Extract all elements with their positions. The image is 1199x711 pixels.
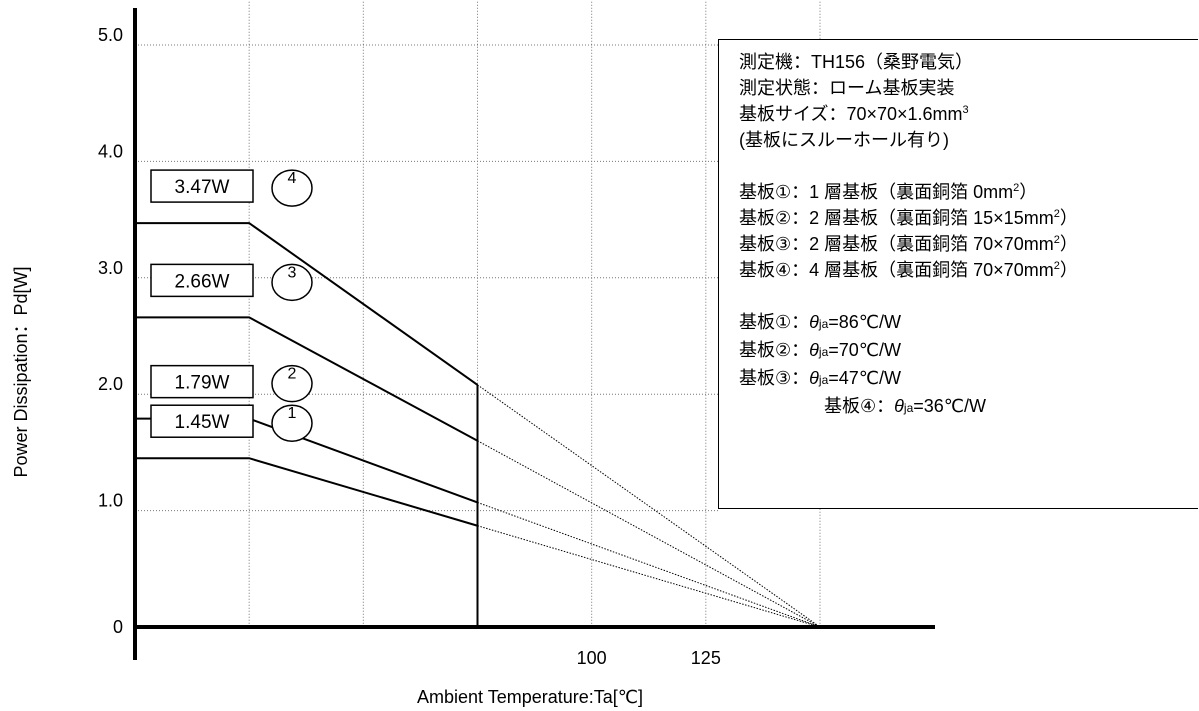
y-tick-label: 0 bbox=[113, 617, 123, 637]
series-value-box bbox=[150, 364, 254, 399]
series-3-line bbox=[135, 316, 478, 442]
board-spec-1: 基板①：1 層基板（裏面銅箔 0mm2） bbox=[739, 182, 1038, 202]
series-circle-marker bbox=[271, 263, 313, 302]
series-3-label: 2.66W 3 bbox=[150, 263, 313, 302]
series-2-extrapolation bbox=[477, 501, 821, 628]
x-tick-label: 100 bbox=[577, 648, 607, 668]
theta-ja-2: 基板②：θja=70℃/W bbox=[739, 340, 901, 360]
board-spec-2: 基板②：2 層基板（裏面銅箔 15×15mm2） bbox=[739, 208, 1078, 228]
theta-ja-4: 基板④：θja=36℃/W bbox=[824, 396, 986, 416]
series-3-extrapolation bbox=[477, 440, 821, 628]
y-tick-label: 5.0 bbox=[98, 25, 123, 45]
series-4-line bbox=[135, 222, 479, 386]
series-value-label: 1.79W bbox=[175, 373, 230, 394]
y-tick-label: 4.0 bbox=[98, 141, 123, 161]
info-line-1: 測定機：TH156（桑野電気） bbox=[739, 52, 974, 72]
series-number: 3 bbox=[288, 264, 297, 281]
series-value-label: 3.47W bbox=[175, 177, 230, 198]
series-value-box bbox=[150, 404, 254, 438]
series-4-label: 3.47W 4 bbox=[150, 169, 313, 207]
measurement-info-box: 測定機：TH156（桑野電気） 測定状態：ローム基板実装 基板サイズ：70×70… bbox=[718, 39, 1198, 509]
info-line-3: 基板サイズ：70×70×1.6mm3 bbox=[739, 104, 969, 124]
info-line-4: (基板にスルーホール有り) bbox=[739, 130, 949, 150]
series-circle-marker bbox=[271, 404, 313, 442]
series-1-label: 1.45W 1 bbox=[150, 404, 313, 442]
series-number: 2 bbox=[288, 366, 297, 383]
series-circle-marker bbox=[271, 169, 313, 207]
y-axis-title: Power Dissipation：Pd[W] bbox=[11, 266, 31, 477]
board-spec-4: 基板④：4 層基板（裏面銅箔 70×70mm2） bbox=[739, 260, 1078, 280]
axes: 0 1.0 2.0 3.0 4.0 5.0 100 125 bbox=[98, 8, 935, 668]
y-tick-label: 2.0 bbox=[98, 374, 123, 394]
series-2-label: 1.79W 2 bbox=[150, 364, 313, 403]
theta-ja-3: 基板③：θja=47℃/W bbox=[739, 368, 901, 388]
board-spec-3: 基板③：2 層基板（裏面銅箔 70×70mm2） bbox=[739, 234, 1078, 254]
series-1-line bbox=[135, 457, 478, 527]
series-number: 4 bbox=[288, 170, 297, 187]
y-tick-label: 3.0 bbox=[98, 258, 123, 278]
series-number: 1 bbox=[288, 405, 297, 422]
x-tick-label: 125 bbox=[691, 648, 721, 668]
series-1-extrapolation bbox=[477, 525, 821, 628]
series-labels: 1.45W 1 1.79W 2 2.66W 3 3.47W 4 bbox=[150, 169, 313, 442]
x-axis-title: Ambient Temperature:Ta[℃] bbox=[417, 687, 643, 707]
series-circle-marker bbox=[271, 364, 313, 403]
series-value-box bbox=[150, 169, 254, 203]
series-value-label: 2.66W bbox=[175, 271, 230, 292]
series-4-extrapolation bbox=[477, 384, 821, 628]
series-value-label: 1.45W bbox=[175, 412, 230, 433]
y-tick-label: 1.0 bbox=[98, 491, 123, 511]
info-line-2: 測定状態：ローム基板実装 bbox=[739, 78, 955, 98]
theta-ja-1: 基板①：θja=86℃/W bbox=[739, 312, 901, 332]
series-value-box bbox=[150, 263, 254, 298]
